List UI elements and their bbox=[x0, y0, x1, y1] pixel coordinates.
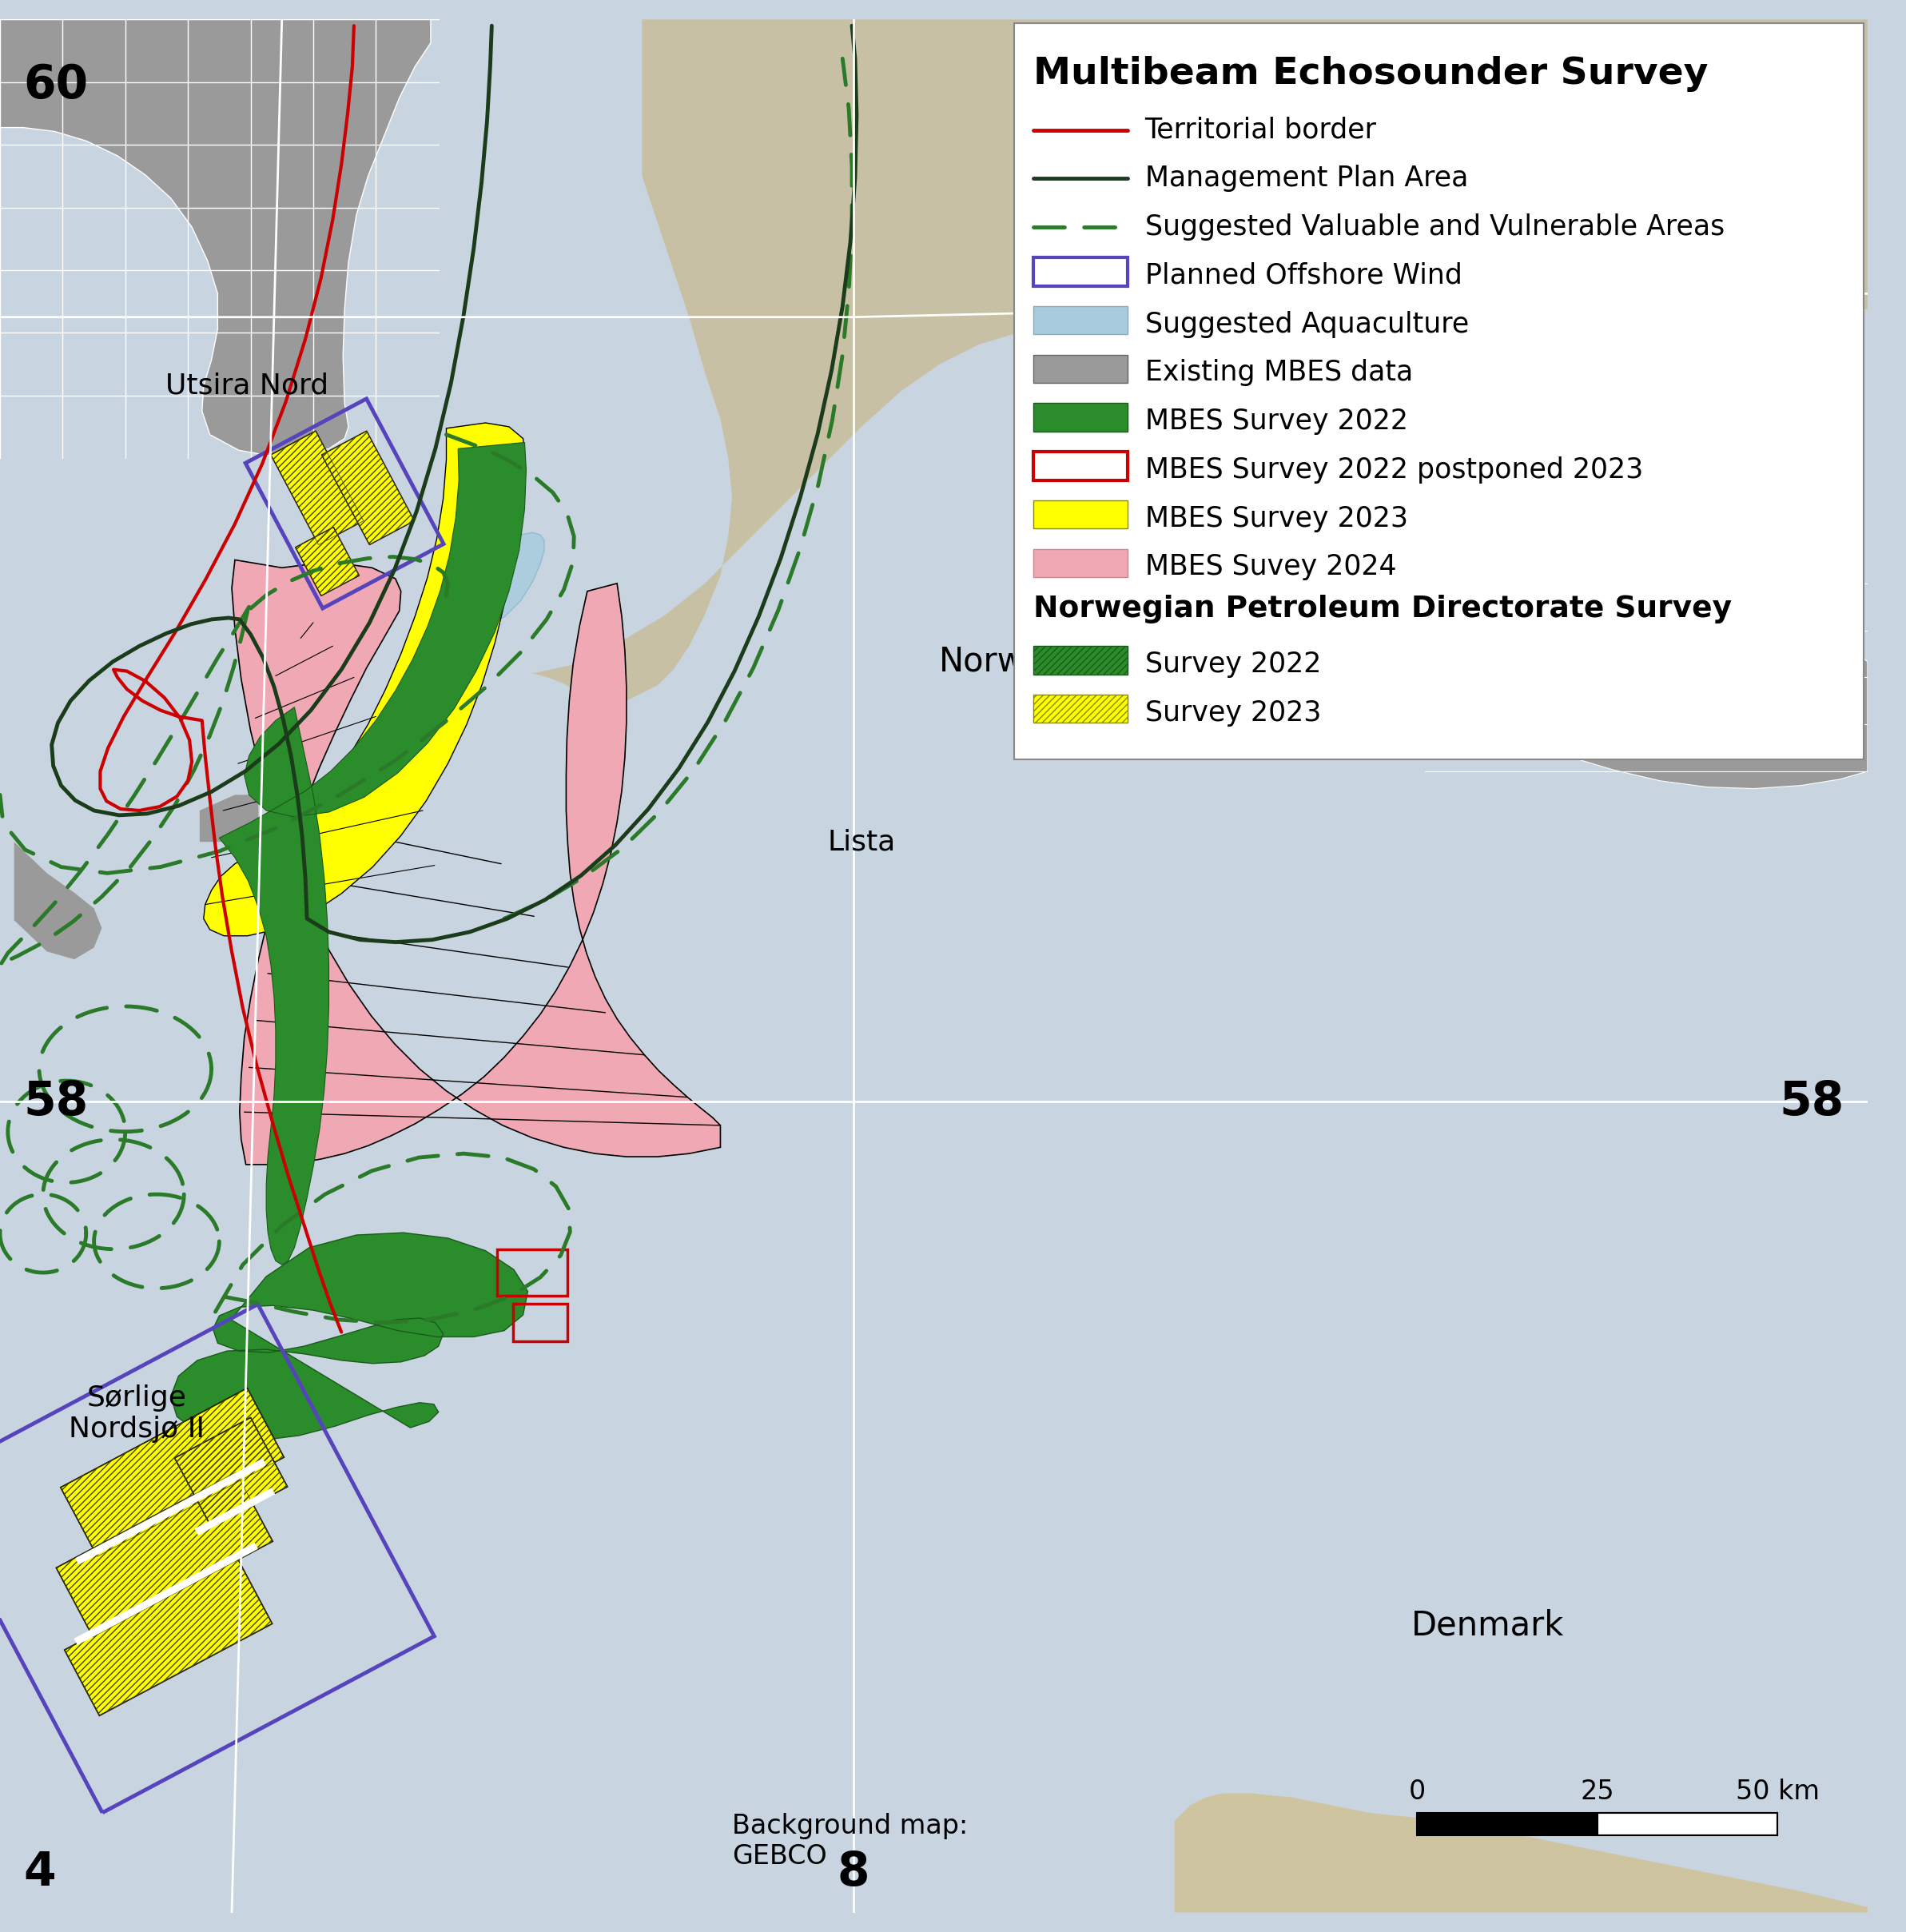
Bar bbox=[1597, 1812, 1778, 1835]
Bar bbox=[1033, 645, 1128, 674]
Text: Multibeam Echosounder Survey: Multibeam Echosounder Survey bbox=[1033, 56, 1708, 93]
Bar bbox=[65, 1557, 273, 1716]
Bar bbox=[1033, 696, 1128, 723]
Bar bbox=[246, 398, 444, 609]
Polygon shape bbox=[13, 842, 101, 960]
Bar bbox=[1033, 257, 1128, 286]
Bar bbox=[61, 1387, 284, 1557]
Text: 58: 58 bbox=[23, 1080, 88, 1124]
Text: MBES Survey 2022 postponed 2023: MBES Survey 2022 postponed 2023 bbox=[1146, 456, 1643, 483]
Text: MBES Survey 2022: MBES Survey 2022 bbox=[1146, 408, 1409, 435]
Bar bbox=[74, 1544, 257, 1644]
Text: Utsira Nord: Utsira Nord bbox=[166, 373, 330, 400]
Text: 8: 8 bbox=[837, 1849, 869, 1895]
Text: Survey 2023: Survey 2023 bbox=[1146, 699, 1321, 726]
Polygon shape bbox=[233, 560, 720, 1165]
Polygon shape bbox=[0, 19, 431, 456]
Bar bbox=[513, 1304, 568, 1341]
Text: 60: 60 bbox=[23, 62, 88, 108]
Text: Suggested Valuable and Vulnerable Areas: Suggested Valuable and Vulnerable Areas bbox=[1146, 213, 1725, 242]
Polygon shape bbox=[1424, 568, 1868, 788]
Text: Denmark: Denmark bbox=[1410, 1607, 1565, 1642]
Polygon shape bbox=[429, 599, 469, 626]
Text: MBES Suvey 2024: MBES Suvey 2024 bbox=[1146, 553, 1397, 580]
Bar bbox=[295, 527, 358, 595]
Text: Management Plan Area: Management Plan Area bbox=[1146, 164, 1468, 191]
Bar bbox=[65, 1557, 273, 1716]
Bar bbox=[196, 1488, 274, 1534]
Polygon shape bbox=[200, 794, 259, 842]
Bar bbox=[1418, 1812, 1778, 1835]
Bar bbox=[322, 431, 414, 545]
Bar bbox=[322, 431, 414, 545]
Polygon shape bbox=[532, 19, 1868, 705]
Polygon shape bbox=[204, 423, 524, 935]
Bar bbox=[55, 1472, 273, 1636]
Polygon shape bbox=[421, 533, 545, 638]
Bar bbox=[497, 1250, 568, 1296]
Bar bbox=[175, 1418, 288, 1526]
Bar bbox=[1033, 404, 1128, 431]
Bar bbox=[0, 1304, 435, 1812]
Polygon shape bbox=[1174, 1793, 1868, 1913]
Text: Sørlige
Nordsjø II: Sørlige Nordsjø II bbox=[69, 1383, 206, 1443]
Bar bbox=[271, 431, 364, 545]
Bar bbox=[1014, 23, 1864, 759]
Bar bbox=[271, 431, 364, 545]
Polygon shape bbox=[172, 1233, 528, 1439]
Text: Background map:
GEBCO: Background map: GEBCO bbox=[732, 1812, 968, 1870]
Bar bbox=[1033, 305, 1128, 334]
Bar bbox=[76, 1459, 265, 1563]
Text: 58: 58 bbox=[1778, 1080, 1845, 1124]
Bar bbox=[1033, 549, 1128, 578]
Bar bbox=[1033, 355, 1128, 383]
Text: Lista: Lista bbox=[827, 829, 896, 856]
Bar bbox=[1033, 452, 1128, 479]
Text: Norway: Norway bbox=[940, 645, 1065, 678]
Text: 0: 0 bbox=[1409, 1779, 1426, 1804]
Text: Existing MBES data: Existing MBES data bbox=[1146, 359, 1412, 386]
Polygon shape bbox=[219, 442, 526, 1265]
Bar bbox=[61, 1387, 284, 1557]
Text: Survey 2022: Survey 2022 bbox=[1146, 651, 1321, 678]
Text: Territorial border: Territorial border bbox=[1146, 116, 1376, 143]
Bar bbox=[175, 1418, 288, 1526]
Bar bbox=[295, 527, 358, 595]
Text: 60: 60 bbox=[1778, 294, 1845, 340]
Text: Planned Offshore Wind: Planned Offshore Wind bbox=[1146, 263, 1462, 290]
Bar bbox=[1033, 500, 1128, 529]
Text: 25: 25 bbox=[1580, 1779, 1614, 1804]
Text: Norwegian Petroleum Directorate Survey: Norwegian Petroleum Directorate Survey bbox=[1033, 595, 1733, 624]
Text: MBES Survey 2023: MBES Survey 2023 bbox=[1146, 504, 1409, 531]
Text: 4: 4 bbox=[23, 1849, 55, 1895]
Text: 50 km: 50 km bbox=[1736, 1779, 1820, 1804]
Bar bbox=[55, 1472, 273, 1636]
Bar bbox=[1418, 1812, 1597, 1835]
Text: Suggested Aquaculture: Suggested Aquaculture bbox=[1146, 311, 1470, 338]
